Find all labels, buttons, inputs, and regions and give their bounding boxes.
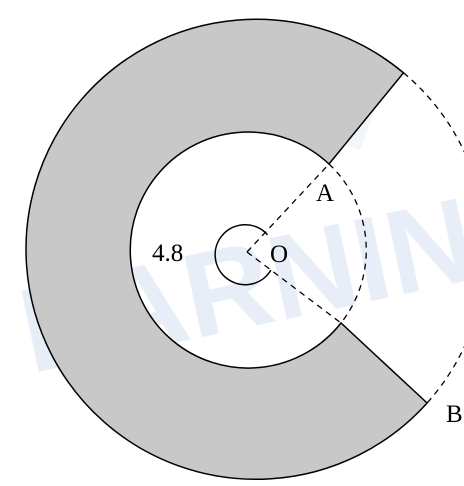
radius-oa-dashed xyxy=(246,163,330,253)
point-a-label: A xyxy=(316,180,334,207)
shaded-annular-sector xyxy=(25,18,429,480)
center-label: O xyxy=(270,241,288,268)
point-b-label: B xyxy=(446,401,463,428)
inner-arc-dashed xyxy=(328,163,367,324)
angle-value-label: 4.8 xyxy=(152,240,183,267)
angle-arc xyxy=(214,224,272,286)
radius-ob-dashed xyxy=(246,251,342,324)
